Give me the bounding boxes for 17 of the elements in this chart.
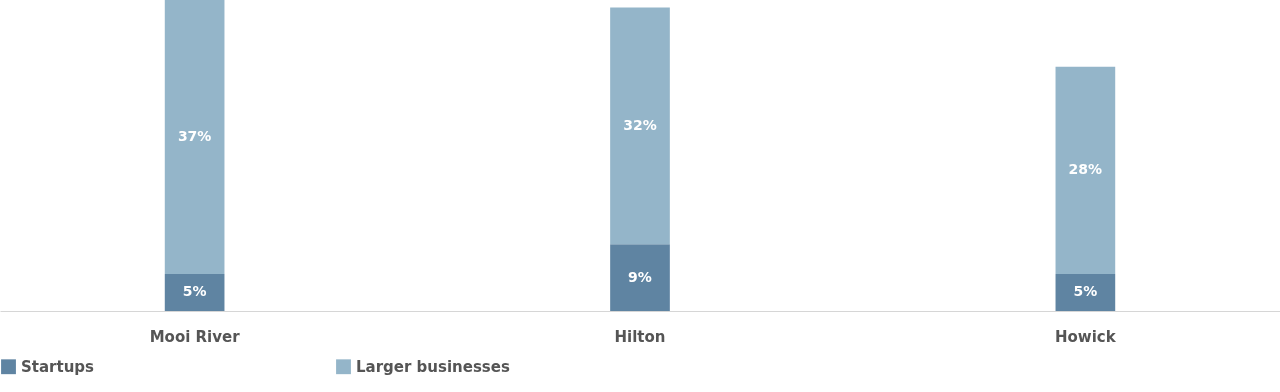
data-label: 5% bbox=[1073, 283, 1098, 300]
data-label: 9% bbox=[628, 268, 652, 285]
data-label: 37% bbox=[177, 127, 212, 144]
bar bbox=[164, 0, 225, 274]
data-label: 5% bbox=[182, 283, 207, 300]
legend-label: Startups bbox=[21, 357, 95, 376]
bar bbox=[1055, 273, 1116, 311]
x-tick-label: Hilton bbox=[614, 327, 666, 346]
bar bbox=[610, 7, 670, 245]
data-label: 28% bbox=[1068, 161, 1103, 178]
bar bbox=[610, 244, 670, 311]
x-tick-label: Mooi River bbox=[149, 327, 241, 346]
bar bbox=[1055, 66, 1116, 274]
x-tick-label: Howick bbox=[1055, 327, 1117, 346]
data-label: 32% bbox=[623, 116, 657, 133]
bar bbox=[164, 273, 225, 311]
legend-label: Larger businesses bbox=[356, 357, 510, 376]
